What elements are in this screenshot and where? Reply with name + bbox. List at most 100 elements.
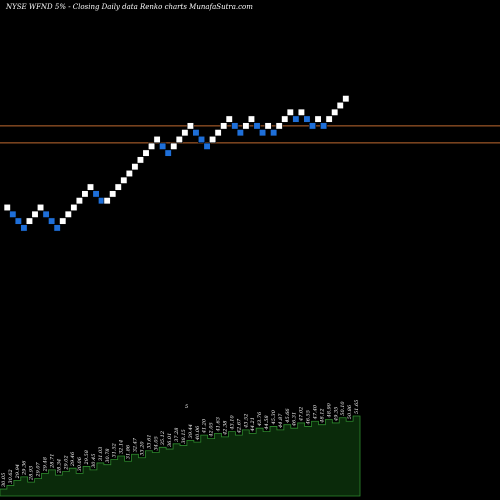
brick-down xyxy=(14,217,22,225)
brick-up xyxy=(325,115,333,123)
volume-label: 44.87 xyxy=(278,413,284,429)
brick-down xyxy=(203,142,211,150)
volume-label: 39.44 xyxy=(188,424,194,438)
volume-label: 29.02 xyxy=(63,455,69,470)
volume-label: 31.03 xyxy=(98,447,104,461)
brick-down xyxy=(164,149,172,157)
brick-down xyxy=(9,210,17,218)
brick-down xyxy=(292,115,300,123)
volume-label: 42.67 xyxy=(236,418,242,434)
brick-up xyxy=(75,197,83,205)
brick-up xyxy=(314,115,322,123)
brick-up xyxy=(336,101,344,110)
volume-label: 28.71 xyxy=(49,454,55,469)
volume-label: 32.47 xyxy=(133,437,139,452)
volume-label: 42.05 xyxy=(209,422,215,437)
volume-label: 42.38 xyxy=(223,421,229,436)
brick-up xyxy=(125,169,133,178)
volume-label: 30.78 xyxy=(105,448,111,462)
brick-down xyxy=(159,142,167,150)
brick-up xyxy=(86,183,95,191)
brick-up xyxy=(120,176,128,184)
brick-up xyxy=(114,183,122,191)
brick-up xyxy=(225,115,233,123)
brick-down xyxy=(92,190,100,198)
brick-up xyxy=(136,156,144,164)
brick-down xyxy=(236,129,244,137)
brick-up xyxy=(170,142,178,150)
volume-label: 29.48 xyxy=(43,457,49,472)
brick-up xyxy=(297,108,305,116)
volume-label: 40.06 xyxy=(195,425,201,441)
brick-down xyxy=(308,122,317,130)
renko-bricks xyxy=(3,95,350,232)
volume-label: 41.63 xyxy=(216,417,222,432)
brick-up xyxy=(31,210,39,218)
brick-down xyxy=(20,224,28,232)
brick-down xyxy=(258,129,267,137)
brick-up xyxy=(148,142,156,150)
brick-up xyxy=(214,129,222,137)
volume-label: 48.12 xyxy=(319,408,325,423)
volume-label: 30.45 xyxy=(91,454,97,468)
chart-title: NYSE WFND 5% - Closing Daily data Renko … xyxy=(5,3,253,11)
brick-up xyxy=(186,122,194,130)
brick-up xyxy=(36,203,45,212)
volume-label: 31.52 xyxy=(112,443,118,457)
volume-label: 43.76 xyxy=(257,411,263,427)
brick-up xyxy=(153,135,161,144)
volume-label: 35.12 xyxy=(160,431,166,445)
brick-up xyxy=(142,149,150,157)
brick-down xyxy=(253,122,261,130)
volume-label: 49.35 xyxy=(333,407,339,422)
volume-label: 38.15 xyxy=(181,429,187,443)
brick-down xyxy=(192,129,200,137)
brick-up xyxy=(3,203,11,212)
brick-down xyxy=(48,217,56,225)
volume-area: 30.05 30.62 29.94 29.36 28.93 29.07 29.48 28.71… xyxy=(0,400,361,497)
volume-label: 29.36 xyxy=(22,460,28,476)
volume-marker: 5 xyxy=(185,404,188,410)
brick-down xyxy=(303,115,311,123)
brick-up xyxy=(264,122,272,130)
volume-area-path xyxy=(0,415,361,497)
brick-up xyxy=(64,210,72,218)
volume-label: 32.14 xyxy=(119,440,125,454)
volume-label: 48.90 xyxy=(326,402,332,418)
brick-up xyxy=(331,108,339,116)
volume-label: 50.86 xyxy=(347,404,353,419)
brick-up xyxy=(286,108,294,116)
brick-up xyxy=(70,203,78,212)
brick-up xyxy=(175,135,183,144)
volume-label: 28.93 xyxy=(29,466,35,481)
volume-label: 47.40 xyxy=(313,404,319,420)
reference-lines xyxy=(0,125,500,144)
volume-label: 46.31 xyxy=(292,412,298,427)
brick-up xyxy=(81,190,89,198)
volume-label: 46.55 xyxy=(306,410,312,425)
brick-down xyxy=(270,129,278,137)
brick-down xyxy=(53,224,61,232)
brick-up xyxy=(342,95,350,103)
volume-label: 44.58 xyxy=(264,415,270,430)
brick-up xyxy=(59,217,67,225)
brick-up xyxy=(103,197,111,205)
volume-label: 45.66 xyxy=(285,408,291,424)
volume-label: 29.46 xyxy=(70,451,76,467)
brick-down xyxy=(231,122,239,130)
volume-label: 29.07 xyxy=(36,461,42,477)
volume-label: 37.28 xyxy=(174,428,180,442)
brick-up xyxy=(209,135,217,144)
volume-label: 51.65 xyxy=(354,400,360,414)
brick-down xyxy=(320,122,328,130)
volume-label: 30.05 xyxy=(1,473,7,487)
brick-up xyxy=(247,115,255,123)
volume-label: 43.52 xyxy=(243,414,249,429)
volume-label: 30.62 xyxy=(8,469,14,483)
brick-up xyxy=(220,122,228,130)
volume-label: 50.10 xyxy=(340,401,346,416)
brick-up xyxy=(109,190,117,198)
brick-up xyxy=(131,163,139,171)
